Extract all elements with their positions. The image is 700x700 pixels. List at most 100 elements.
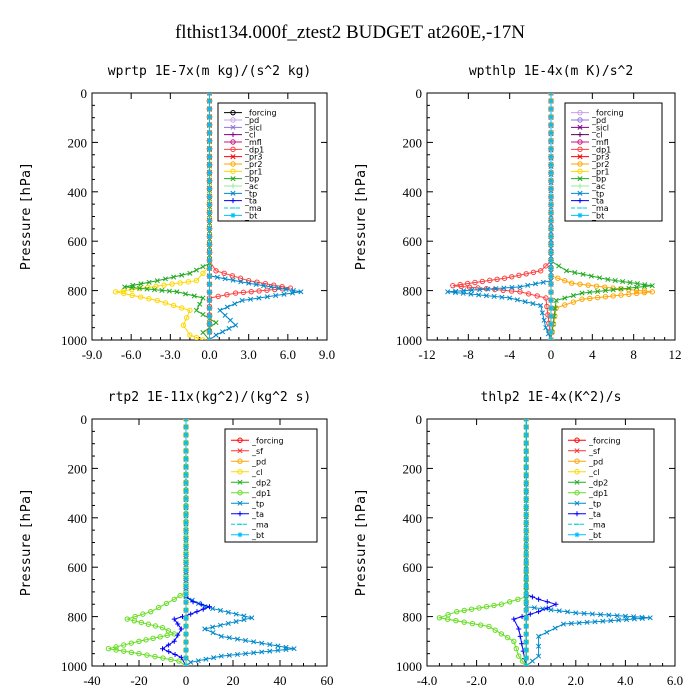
series-marker [523, 536, 529, 542]
series-marker [548, 217, 554, 223]
legend-marker [577, 198, 583, 204]
series-marker [519, 614, 525, 620]
series-marker [504, 634, 511, 641]
series-marker [218, 653, 224, 659]
series-marker [251, 650, 257, 656]
series-marker [548, 106, 554, 112]
series-marker [579, 296, 585, 302]
series-marker [568, 280, 575, 286]
series-marker [548, 194, 554, 200]
series-marker [639, 615, 645, 621]
series-marker [207, 305, 212, 311]
series-marker [200, 270, 206, 277]
series-marker [548, 233, 554, 239]
y-tick-label: 1000 [396, 333, 422, 348]
series-marker [536, 643, 542, 649]
series-marker [525, 282, 531, 288]
series-marker [498, 631, 505, 637]
series-marker [137, 294, 144, 300]
series-marker [214, 274, 220, 280]
series-marker [146, 296, 152, 302]
series-marker [519, 641, 525, 647]
series-marker [620, 278, 626, 285]
x-tick-label: -6.0 [121, 347, 142, 362]
legend-entry: _tp [244, 189, 257, 198]
x-tick-label: -4 [504, 347, 515, 362]
series-marker [498, 601, 505, 607]
series-marker [200, 337, 206, 340]
x-tick-label: 2.0 [568, 673, 584, 688]
series-marker [183, 424, 189, 430]
series-marker [185, 279, 192, 285]
series-marker [610, 287, 616, 293]
series-marker [207, 138, 212, 144]
series-marker [202, 626, 208, 632]
x-tick-label: -4.0 [417, 673, 438, 688]
legend-entry: _forcing [251, 436, 284, 445]
legend-marker [577, 161, 583, 167]
x-tick-label: 4.0 [617, 673, 633, 688]
series-marker [207, 146, 212, 152]
series-marker [183, 655, 189, 661]
x-tick-label: -12 [418, 347, 435, 362]
series-marker [444, 616, 451, 622]
panel-title: thlp2 1E-4x(K^2)/s [481, 390, 622, 405]
series-marker [501, 275, 508, 281]
legend-entry: _bt [591, 211, 604, 220]
series-marker [183, 551, 189, 557]
series-marker [618, 286, 624, 292]
series-marker [587, 295, 593, 302]
series-marker [145, 621, 152, 627]
legend-marker [574, 511, 580, 517]
series-marker [105, 646, 112, 652]
series-marker [233, 618, 239, 625]
series-marker [579, 290, 585, 296]
legend: _forcing_pd_sicl_cl_mfl_dp1_pr3_pr2_pr1_… [217, 102, 316, 222]
series-marker [523, 440, 529, 446]
series-marker [453, 618, 459, 624]
series-marker [543, 295, 549, 301]
series-marker [479, 278, 486, 285]
legend-marker [230, 124, 236, 130]
series-marker [647, 615, 653, 621]
series-marker [229, 273, 236, 279]
series-marker [234, 651, 240, 658]
series-marker [183, 615, 189, 621]
series-marker [183, 512, 189, 518]
series-marker [148, 608, 154, 615]
series-marker [544, 605, 550, 611]
series-marker [548, 305, 554, 311]
series-marker [207, 313, 212, 319]
series-marker [183, 599, 189, 605]
series-marker [129, 285, 135, 291]
series-bt [523, 419, 529, 666]
series-marker [207, 281, 212, 287]
legend-marker [237, 511, 243, 517]
series-marker [493, 285, 499, 292]
series-marker [113, 644, 119, 650]
series-marker [207, 233, 212, 239]
legend-entry: _cl [588, 468, 600, 477]
series-marker [472, 279, 478, 286]
series-marker [273, 292, 279, 299]
series-marker [523, 599, 529, 605]
series-marker [523, 543, 529, 549]
series-marker [183, 639, 189, 645]
main-title: flthist134.000f_ztest2 BUDGET at260E,-17… [174, 22, 526, 43]
series-marker [523, 432, 529, 438]
series-marker [573, 610, 579, 616]
series-marker [176, 658, 182, 664]
series-marker [436, 615, 443, 621]
series-marker [516, 626, 522, 632]
series-marker [154, 297, 160, 304]
series-marker [511, 638, 517, 644]
legend-entry: _dp1 [244, 145, 264, 154]
series-marker [531, 605, 538, 611]
series-marker [183, 291, 189, 297]
series-marker [564, 609, 571, 615]
series-marker [210, 624, 216, 630]
legend-entry: _ac [244, 182, 258, 191]
series-marker [523, 575, 529, 581]
series-marker [616, 617, 622, 623]
